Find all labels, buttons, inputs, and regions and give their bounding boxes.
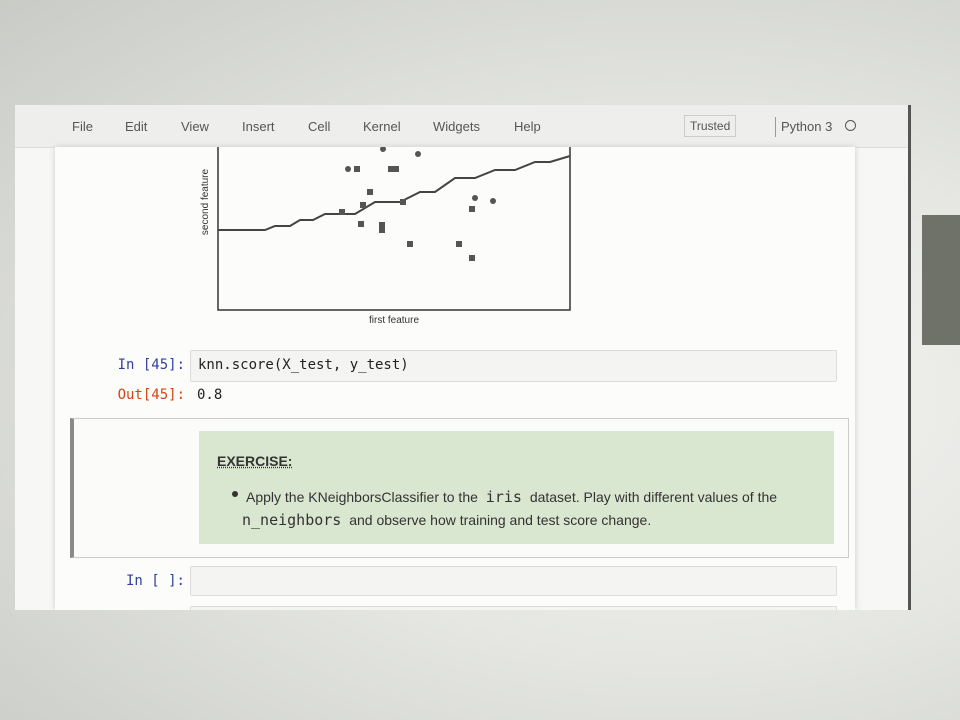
points xyxy=(339,147,496,261)
code-cell[interactable] xyxy=(190,606,837,610)
bullet xyxy=(232,491,238,497)
kernel-indicator xyxy=(845,120,856,131)
menu-item[interactable]: Widgets xyxy=(433,119,480,134)
menu-item[interactable]: Cell xyxy=(308,119,331,134)
x-label: first feature xyxy=(369,315,419,326)
menu-item[interactable]: Kernel xyxy=(363,119,401,134)
menu-item[interactable]: Insert xyxy=(242,119,275,134)
code: knn.score(X_test, y_test) xyxy=(198,357,409,373)
notebook-window: File Edit View Insert Cell Kernel Widget… xyxy=(15,105,911,610)
plot-frame xyxy=(217,147,571,311)
exercise-title: EXERCISE: xyxy=(217,453,293,469)
side-panel xyxy=(922,215,960,345)
in-prompt: In [ ]: xyxy=(125,573,185,589)
exercise-text: Apply the KNeighborsClassifier to the ir… xyxy=(242,486,826,532)
markdown-cell[interactable]: EXERCISE: Apply the KNeighborsClassifier… xyxy=(70,418,849,558)
divider xyxy=(775,117,776,137)
exercise-box: EXERCISE: Apply the KNeighborsClassifier… xyxy=(199,431,834,544)
text: Apply the KNeighborsClassifier to the xyxy=(246,489,478,505)
inline-code: iris xyxy=(485,488,522,506)
inline-code: n_neighbors xyxy=(242,511,342,529)
code-cell[interactable] xyxy=(190,566,837,596)
output: 0.8 xyxy=(197,387,223,403)
plot: second feature first feature xyxy=(200,147,571,326)
menubar: File Edit View Insert Cell Kernel Widget… xyxy=(15,105,908,148)
y-label: second feature xyxy=(200,168,211,235)
menu-item[interactable]: Edit xyxy=(125,119,148,134)
menu-item[interactable]: File xyxy=(72,119,93,134)
out-prompt: Out[45]: xyxy=(117,387,185,403)
text: dataset. Play with different values of t… xyxy=(529,489,778,505)
in-prompt: In [45]: xyxy=(117,357,185,373)
code-cell[interactable]: knn.score(X_test, y_test) xyxy=(190,350,837,382)
menu-item[interactable]: View xyxy=(181,119,209,134)
menu-item[interactable]: Help xyxy=(514,119,541,134)
kernel-name: Python 3 xyxy=(781,119,833,134)
text: and observe how training and test score … xyxy=(349,512,652,528)
trusted-badge[interactable]: Trusted xyxy=(684,115,737,137)
